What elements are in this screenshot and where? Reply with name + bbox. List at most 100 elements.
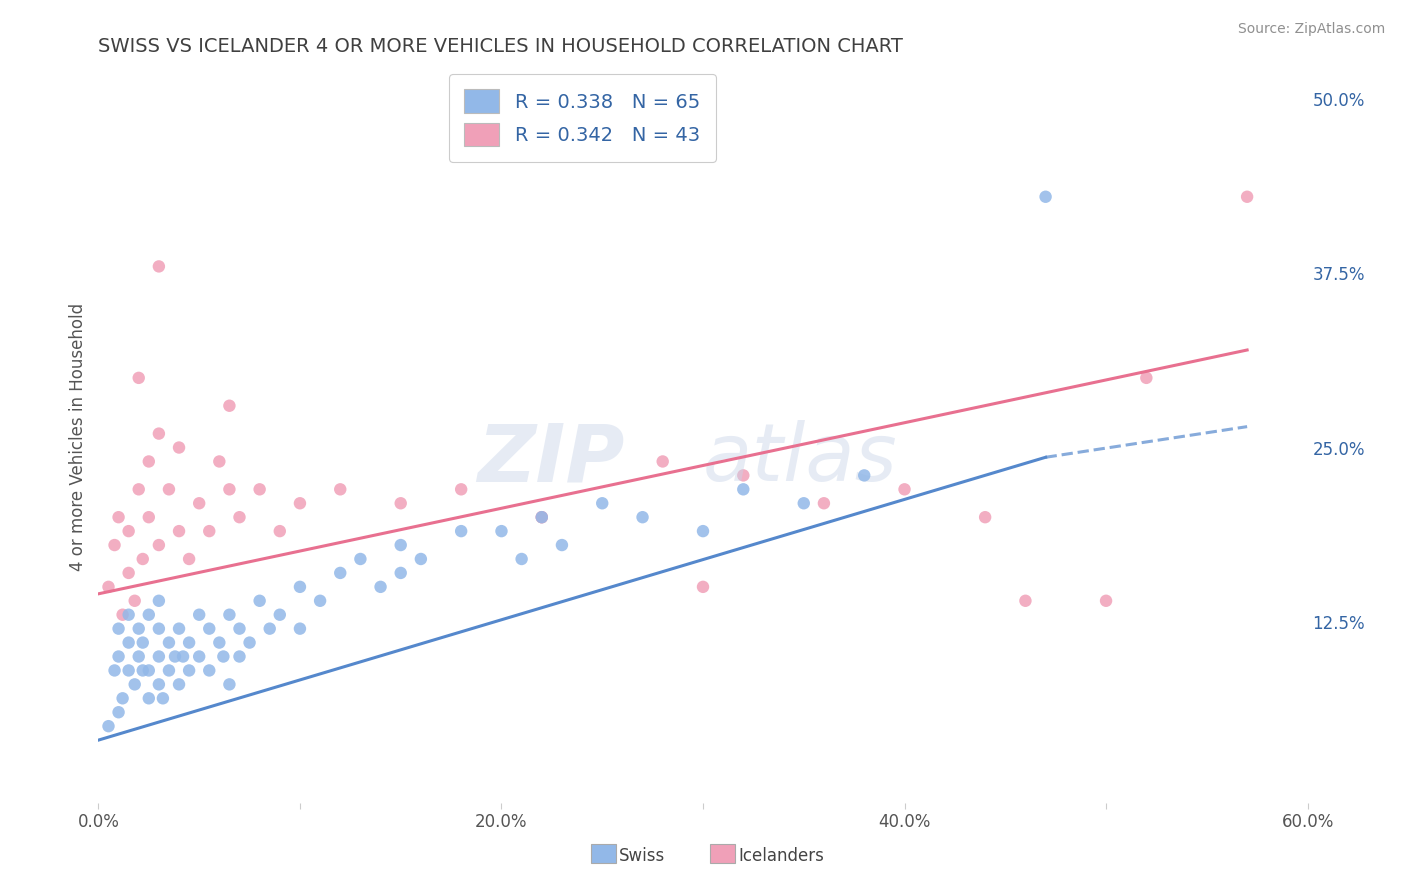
- Point: [309, 594, 332, 608]
- Point: [530, 510, 553, 524]
- Point: [148, 260, 170, 274]
- Point: [212, 649, 235, 664]
- Point: [793, 496, 815, 510]
- Text: Source: ZipAtlas.com: Source: ZipAtlas.com: [1237, 22, 1385, 37]
- Point: [148, 594, 170, 608]
- Point: [188, 649, 211, 664]
- Point: [188, 496, 211, 510]
- Point: [450, 524, 472, 538]
- Point: [208, 454, 231, 468]
- Point: [1135, 371, 1157, 385]
- Point: [107, 510, 129, 524]
- Point: [218, 483, 240, 497]
- Point: [370, 580, 392, 594]
- Point: [118, 635, 141, 649]
- Point: [1095, 594, 1118, 608]
- Point: [591, 496, 613, 510]
- Point: [450, 483, 472, 497]
- Point: [107, 705, 129, 719]
- Point: [853, 468, 876, 483]
- Point: [103, 538, 125, 552]
- Point: [288, 622, 311, 636]
- Point: [733, 468, 755, 483]
- Point: [148, 538, 170, 552]
- Y-axis label: 4 or more Vehicles in Household: 4 or more Vehicles in Household: [69, 303, 87, 571]
- Point: [167, 677, 190, 691]
- Point: [198, 664, 221, 678]
- Point: [118, 664, 141, 678]
- Point: [107, 649, 129, 664]
- Point: [188, 607, 211, 622]
- Text: Icelanders: Icelanders: [738, 847, 824, 865]
- Point: [179, 664, 201, 678]
- Point: [138, 664, 160, 678]
- Point: [138, 510, 160, 524]
- Point: [228, 622, 250, 636]
- Point: [198, 524, 221, 538]
- Point: [148, 622, 170, 636]
- Point: [530, 510, 553, 524]
- Point: [329, 483, 352, 497]
- Point: [530, 510, 553, 524]
- Point: [148, 649, 170, 664]
- Point: [409, 552, 432, 566]
- Point: [389, 538, 412, 552]
- Point: [167, 622, 190, 636]
- Point: [813, 496, 835, 510]
- Point: [198, 622, 221, 636]
- Point: [128, 483, 150, 497]
- Point: [1236, 190, 1258, 204]
- Point: [97, 719, 120, 733]
- Point: [974, 510, 997, 524]
- Point: [218, 677, 240, 691]
- Point: [349, 552, 371, 566]
- Point: [228, 510, 250, 524]
- Point: [128, 622, 150, 636]
- Point: [631, 510, 654, 524]
- Point: [128, 371, 150, 385]
- Point: [179, 635, 201, 649]
- Point: [218, 607, 240, 622]
- Point: [249, 594, 271, 608]
- Point: [157, 483, 180, 497]
- Point: [389, 496, 412, 510]
- Point: [218, 399, 240, 413]
- Point: [288, 580, 311, 594]
- Point: [551, 538, 574, 552]
- Text: SWISS VS ICELANDER 4 OR MORE VEHICLES IN HOUSEHOLD CORRELATION CHART: SWISS VS ICELANDER 4 OR MORE VEHICLES IN…: [98, 37, 903, 56]
- Point: [124, 677, 146, 691]
- Text: atlas: atlas: [703, 420, 897, 498]
- Point: [733, 483, 755, 497]
- Point: [103, 664, 125, 678]
- Point: [138, 691, 160, 706]
- Point: [132, 635, 155, 649]
- Point: [157, 635, 180, 649]
- Point: [172, 649, 194, 664]
- Point: [228, 649, 250, 664]
- Point: [157, 664, 180, 678]
- Point: [329, 566, 352, 580]
- Point: [163, 649, 186, 664]
- Point: [111, 607, 134, 622]
- Point: [148, 677, 170, 691]
- Point: [651, 454, 673, 468]
- Point: [97, 580, 120, 594]
- Point: [179, 552, 201, 566]
- Point: [132, 664, 155, 678]
- Point: [118, 607, 141, 622]
- Point: [107, 622, 129, 636]
- Point: [259, 622, 281, 636]
- Point: [124, 594, 146, 608]
- Point: [208, 635, 231, 649]
- Point: [138, 454, 160, 468]
- Point: [239, 635, 262, 649]
- Point: [692, 580, 714, 594]
- Point: [111, 691, 134, 706]
- Point: [167, 441, 190, 455]
- Point: [269, 524, 291, 538]
- Text: ZIP: ZIP: [477, 420, 624, 498]
- Point: [152, 691, 174, 706]
- Point: [138, 607, 160, 622]
- Point: [1035, 190, 1057, 204]
- Point: [118, 524, 141, 538]
